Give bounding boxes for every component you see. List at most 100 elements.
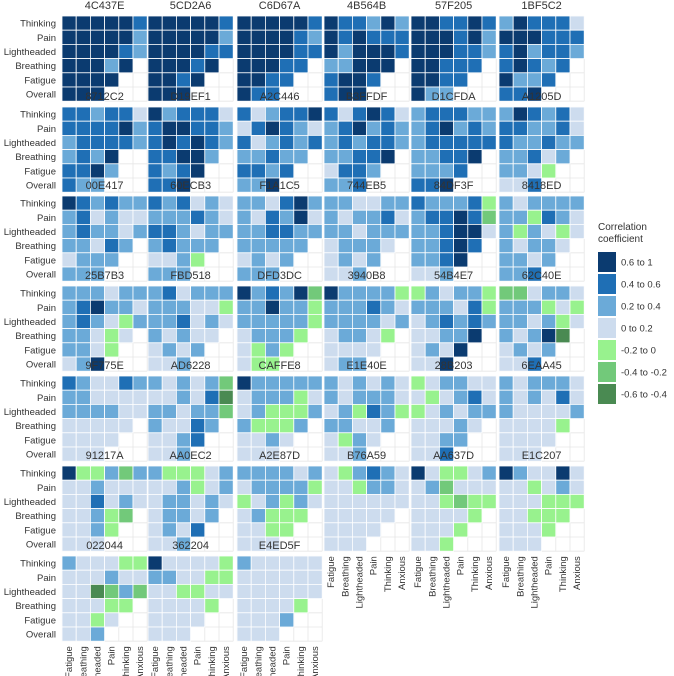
- panel-title: E4ED5F: [259, 540, 301, 552]
- heatmap-cell: [90, 584, 106, 600]
- heatmap-cell: [61, 493, 77, 509]
- row-label: Overall: [26, 450, 56, 461]
- heatmap-cell: [161, 149, 177, 165]
- heatmap-cell: [190, 418, 206, 434]
- heatmap-cell: [569, 313, 585, 329]
- column-label: Breathing: [340, 556, 351, 597]
- heatmap-cell: [380, 134, 396, 150]
- heatmap-cell: [75, 432, 91, 448]
- heatmap-cell: [323, 299, 339, 315]
- heatmap-cell: [104, 195, 120, 211]
- heatmap-cell: [250, 508, 266, 524]
- heatmap-cell: [161, 285, 177, 301]
- panel-62C40E: 62C40E: [498, 270, 585, 372]
- heatmap-cell: [541, 252, 557, 268]
- heatmap-cell: [394, 29, 410, 45]
- heatmap-cell: [264, 465, 280, 481]
- heatmap-cell: [61, 163, 77, 179]
- heatmap-cell: [61, 584, 77, 600]
- heatmap-cell: [175, 328, 191, 344]
- heatmap-cell: [279, 389, 295, 405]
- heatmap-cell: [438, 313, 454, 329]
- heatmap-cell: [279, 479, 295, 495]
- heatmap-cell: [175, 403, 191, 419]
- heatmap-cell: [555, 195, 571, 211]
- legend-label: -0.6 to -0.4: [621, 390, 667, 401]
- heatmap-cell: [279, 612, 295, 628]
- heatmap-cell: [236, 177, 252, 193]
- heatmap-cell: [147, 626, 163, 642]
- heatmap-cell: [132, 44, 148, 60]
- heatmap-cell: [161, 598, 177, 614]
- heatmap-cell: [279, 508, 295, 524]
- heatmap-cell: [394, 223, 410, 239]
- heatmap-cell: [337, 342, 353, 358]
- heatmap-cell: [498, 177, 514, 193]
- row-label: Pain: [37, 573, 56, 584]
- heatmap-cell: [467, 223, 483, 239]
- heatmap-cell: [293, 598, 309, 614]
- heatmap-cell: [453, 522, 469, 538]
- heatmap-cell: [190, 432, 206, 448]
- heatmap-cell: [161, 342, 177, 358]
- heatmap-cell: [61, 522, 77, 538]
- heatmap-cell: [132, 465, 148, 481]
- heatmap-cell: [323, 508, 339, 524]
- heatmap-cell: [118, 328, 134, 344]
- heatmap-cell: [61, 403, 77, 419]
- heatmap-cell: [264, 209, 280, 225]
- heatmap-cell: [279, 195, 295, 211]
- heatmap-cell: [264, 479, 280, 495]
- heatmap-cell: [453, 479, 469, 495]
- heatmap-cell: [337, 58, 353, 74]
- heatmap-cell: [75, 238, 91, 254]
- heatmap-cell: [467, 44, 483, 60]
- heatmap-cell: [453, 58, 469, 74]
- heatmap-cell: [410, 44, 426, 60]
- heatmap-cell: [569, 465, 585, 481]
- heatmap-cell: [527, 389, 543, 405]
- heatmap-cell: [190, 313, 206, 329]
- heatmap-cell: [264, 626, 280, 642]
- heatmap-cell: [61, 598, 77, 614]
- heatmap-cell: [190, 134, 206, 150]
- heatmap-cell: [264, 44, 280, 60]
- heatmap-cell: [161, 403, 177, 419]
- heatmap-cell: [118, 403, 134, 419]
- heatmap-cell: [161, 72, 177, 88]
- heatmap-cell: [323, 479, 339, 495]
- heatmap-cell: [250, 285, 266, 301]
- heatmap-cell: [467, 238, 483, 254]
- panel-title: DFD3DC: [257, 270, 302, 282]
- heatmap-cell: [424, 58, 440, 74]
- heatmap-cell: [218, 299, 234, 315]
- heatmap-cell: [75, 72, 91, 88]
- panel-title: AA0EC2: [169, 450, 211, 462]
- heatmap-cell: [293, 313, 309, 329]
- heatmap-cell: [337, 106, 353, 122]
- heatmap-cell: [236, 266, 252, 282]
- heatmap-cell: [512, 58, 528, 74]
- heatmap-cell: [90, 522, 106, 538]
- heatmap-cell: [236, 299, 252, 315]
- heatmap-cell: [323, 356, 339, 372]
- heatmap-cell: [498, 342, 514, 358]
- heatmap-cell: [541, 508, 557, 524]
- heatmap-cell: [204, 44, 220, 60]
- heatmap-cell: [527, 432, 543, 448]
- heatmap-cell: [264, 356, 280, 372]
- heatmap-cell: [147, 177, 163, 193]
- heatmap-cell: [250, 134, 266, 150]
- heatmap-cell: [236, 479, 252, 495]
- heatmap-cell: [467, 195, 483, 211]
- heatmap-cell: [424, 375, 440, 391]
- heatmap-cell: [75, 375, 91, 391]
- row-label: Overall: [26, 360, 56, 371]
- heatmap-cell: [351, 493, 367, 509]
- heatmap-cell: [498, 432, 514, 448]
- heatmap-cell: [337, 313, 353, 329]
- heatmap-cell: [424, 252, 440, 268]
- heatmap-cell: [541, 238, 557, 254]
- heatmap-cell: [380, 106, 396, 122]
